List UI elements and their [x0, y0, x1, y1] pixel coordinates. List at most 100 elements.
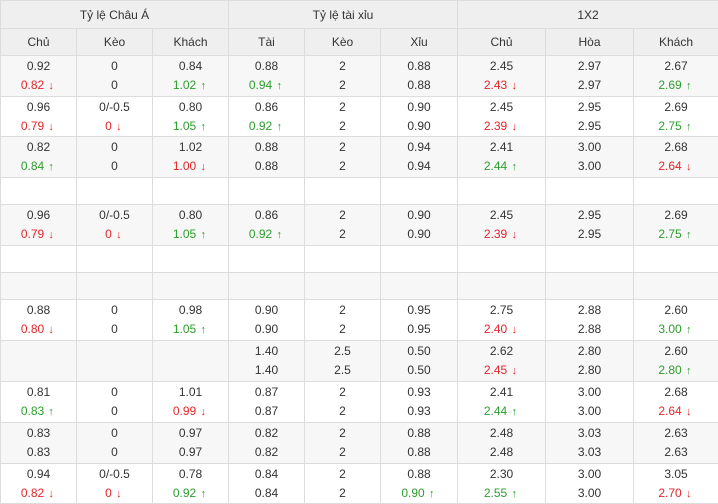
arrow-up-icon: ↑ — [198, 226, 208, 245]
opening-odds: 0.94 — [407, 138, 430, 157]
odds-value: 2.55 — [484, 486, 507, 500]
odds-value: 2 — [339, 385, 346, 399]
opening-odds: 2.30 — [490, 465, 513, 484]
empty-row — [1, 178, 718, 205]
odds-value: 2.45 — [490, 208, 513, 222]
cell-away — [153, 341, 229, 382]
odds-value: 0.87 — [255, 385, 278, 399]
cell-draw — [546, 246, 634, 273]
opening-odds: 2.69 — [664, 98, 687, 117]
odds-value: 1.02 — [173, 78, 196, 92]
opening-odds: 0.88 — [407, 57, 430, 76]
cell-under — [381, 178, 458, 205]
odds-value: 0 — [105, 486, 112, 500]
odds-value: 1.05 — [173, 322, 196, 336]
odds-value: 0.80 — [21, 322, 44, 336]
odds-value: 0 — [111, 59, 118, 73]
odds-value: 0.98 — [179, 303, 202, 317]
current-odds: 2 — [339, 402, 346, 421]
arrow-up-icon: ↑ — [198, 77, 208, 96]
opening-odds: 0.50 — [407, 342, 430, 361]
cell-away — [153, 178, 229, 205]
cell-away-win — [634, 273, 718, 300]
odds-value: 0.88 — [27, 303, 50, 317]
odds-value: 2.41 — [490, 140, 513, 154]
arrow-down-icon: ↓ — [509, 118, 519, 137]
empty-row — [1, 273, 718, 300]
odds-value: 2.75 — [658, 119, 681, 133]
odds-value: 2.45 — [484, 363, 507, 377]
opening-odds: 0.90 — [255, 301, 278, 320]
opening-odds: 2.48 — [490, 424, 513, 443]
odds-value: 0.95 — [407, 303, 430, 317]
cell-under: 0.95 0.95 — [381, 300, 458, 341]
opening-odds: 2.60 — [664, 301, 687, 320]
current-odds: 0↓ — [105, 484, 124, 503]
odds-value: 2 — [339, 303, 346, 317]
current-odds: 2.64↓ — [658, 157, 693, 176]
odds-value: 0.93 — [407, 404, 430, 418]
odds-value: 2 — [339, 227, 346, 241]
current-odds: 2.70↓ — [658, 484, 693, 503]
col-header-away-win: Khách — [634, 29, 718, 56]
odds-value: 0.94 — [407, 140, 430, 154]
odds-value: 1.05 — [173, 119, 196, 133]
odds-value: 0.81 — [27, 385, 50, 399]
opening-odds: 2.5 — [334, 342, 351, 361]
current-odds: 0.88 — [255, 157, 278, 176]
odds-value: 2.45 — [490, 100, 513, 114]
opening-odds: 0.83 — [27, 424, 50, 443]
odds-value: 2.70 — [658, 486, 681, 500]
cell-home — [1, 178, 77, 205]
cell-line — [305, 273, 381, 300]
odds-value: 0.90 — [407, 208, 430, 222]
col-header-handicap: Kèo — [77, 29, 153, 56]
current-odds: 2.69↑ — [658, 76, 693, 95]
odds-value: 2.69 — [664, 208, 687, 222]
arrow-up-icon: ↑ — [198, 118, 208, 137]
odds-value: 2.95 — [578, 227, 601, 241]
current-odds: 0.90↑ — [401, 484, 436, 503]
current-odds: 0.79↓ — [21, 117, 56, 136]
cell-home-win — [458, 178, 546, 205]
arrow-up-icon: ↑ — [46, 403, 56, 422]
odds-value: 0.90 — [407, 119, 430, 133]
current-odds: 2.44↑ — [484, 157, 519, 176]
odds-value: 0.86 — [255, 100, 278, 114]
opening-odds: 2 — [339, 98, 346, 117]
odds-value: 1.40 — [255, 363, 278, 377]
odds-value: 0.80 — [179, 100, 202, 114]
arrow-up-icon: ↑ — [274, 226, 284, 245]
arrow-down-icon: ↓ — [684, 485, 694, 504]
opening-odds: 0.82 — [27, 138, 50, 157]
current-odds: 1.05↑ — [173, 225, 208, 244]
current-odds: 0.95 — [407, 320, 430, 339]
opening-odds: 2 — [339, 301, 346, 320]
opening-odds: 0.78 — [179, 465, 202, 484]
opening-odds: 0.80 — [179, 206, 202, 225]
current-odds: 0.79↓ — [21, 225, 56, 244]
odds-value: 0.88 — [255, 159, 278, 173]
odds-value: 0.88 — [255, 59, 278, 73]
opening-odds: 0.90 — [407, 98, 430, 117]
current-odds: 0.90 — [407, 117, 430, 136]
opening-odds: 2.88 — [578, 301, 601, 320]
odds-value: 2.44 — [484, 159, 507, 173]
cell-away-win — [634, 178, 718, 205]
odds-value: 2 — [339, 78, 346, 92]
